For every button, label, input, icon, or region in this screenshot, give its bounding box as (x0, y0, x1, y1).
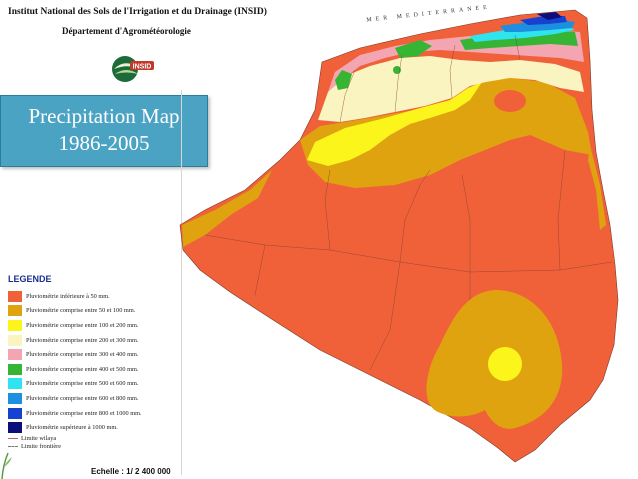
zone-above-1000 (537, 12, 562, 20)
zone-400-500-d (393, 66, 401, 74)
legend-item: Pluviométrie comprise entre 600 et 800 m… (8, 391, 183, 406)
legend-swatch (8, 290, 22, 302)
legend: LEGENDE Pluviométrie inférieure à 50 mm.… (8, 274, 183, 451)
zone-400-500-a (335, 70, 352, 90)
legend-list: Pluviométrie inférieure à 50 mm. Pluviomé… (8, 289, 183, 435)
legend-item-label: Pluviométrie inférieure à 50 mm. (26, 292, 110, 300)
legend-item-label: Pluviométrie comprise entre 50 et 100 mm… (26, 307, 136, 315)
legend-swatch (8, 392, 22, 404)
map-title-banner: Precipitation Map 1986-2005 (0, 95, 208, 167)
legend-limit-wilaya: Limite wilaya (8, 435, 183, 443)
zone-50-100-west (182, 170, 272, 247)
zone-400-500-c (460, 30, 578, 50)
legend-swatch (8, 422, 22, 434)
legend-item: Pluviométrie comprise entre 300 et 400 m… (8, 347, 183, 362)
wilaya-line-icon (8, 438, 18, 440)
legend-item-label: Pluviométrie comprise entre 500 et 600 m… (26, 380, 139, 388)
legend-swatch (8, 349, 22, 361)
legend-item: Pluviométrie comprise entre 50 et 100 mm… (8, 304, 183, 319)
legend-item-label: Pluviométrie comprise entre 800 et 1000 … (26, 409, 142, 417)
legend-item: Pluviométrie inférieure à 50 mm. (8, 289, 183, 304)
legend-swatch (8, 363, 22, 375)
legend-item: Pluviométrie comprise entre 500 et 600 m… (8, 377, 183, 392)
legend-swatch (8, 334, 22, 346)
plant-decoration-icon (1, 452, 12, 479)
svg-text:INSID: INSID (133, 63, 152, 70)
legend-item: Pluviométrie comprise entre 100 et 200 m… (8, 318, 183, 333)
legend-limit-frontier: Limite frontière (8, 443, 183, 451)
legend-title: LEGENDE (8, 274, 52, 284)
wilaya-boundaries (204, 34, 613, 371)
insid-logo: INSID (112, 56, 154, 82)
legend-item-label: Pluviométrie comprise entre 200 et 300 m… (26, 336, 139, 344)
legend-swatch (8, 305, 22, 317)
zone-400-500-b (395, 40, 432, 58)
legend-item: Pluviométrie comprise entre 400 et 500 m… (8, 362, 183, 377)
zone-below-50-northeast (494, 90, 526, 112)
legend-item-label: Pluviométrie comprise entre 100 et 200 m… (26, 321, 139, 329)
legend-item: Pluviométrie comprise entre 200 et 300 m… (8, 333, 183, 348)
legend-item-label: Pluviométrie comprise entre 400 et 500 m… (26, 365, 139, 373)
institute-title: Institut National des Sols de l'Irrigati… (8, 7, 267, 17)
legend-item-label: Pluviométrie comprise entre 600 et 800 m… (26, 394, 139, 402)
zone-100-200-north (307, 82, 482, 166)
map-period: 1986-2005 (58, 131, 150, 155)
legend-item: Pluviométrie comprise entre 800 et 1000 … (8, 406, 183, 421)
legend-swatch (8, 407, 22, 419)
zone-200-300 (318, 56, 584, 122)
legend-swatch (8, 378, 22, 390)
frontier-line-icon (8, 446, 18, 448)
legend-item-label: Pluviométrie comprise entre 300 et 400 m… (26, 351, 139, 359)
legend-item-label: Pluviométrie supérieure à 1000 mm. (26, 424, 118, 432)
divider-line (181, 90, 182, 475)
department-title: Département d'Agrométéorologie (62, 26, 191, 36)
legend-swatch (8, 319, 22, 331)
map-title: Precipitation Map (28, 104, 180, 128)
legend-item: Pluviométrie supérieure à 1000 mm. (8, 420, 183, 435)
zone-100-200-hoggar (488, 347, 522, 381)
zone-50-100-east (588, 145, 606, 230)
map-scale: Echelle : 1/ 2 400 000 (91, 467, 171, 476)
